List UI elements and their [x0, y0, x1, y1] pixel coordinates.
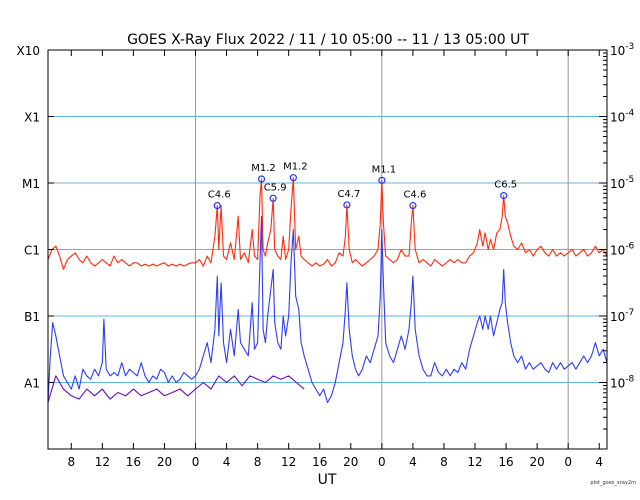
flare-label: C4.7 [337, 189, 360, 200]
class-tick-label: X10 [17, 44, 41, 58]
flare-marker [409, 202, 417, 210]
chart-title: GOES X-Ray Flux 2022 / 11 / 10 05:00 -- … [127, 32, 529, 48]
class-tick-label: B1 [24, 310, 40, 324]
flare-label: M1.2 [251, 163, 276, 174]
x-tick-label: 16 [312, 455, 327, 469]
x-tick-label: 0 [192, 455, 200, 469]
flare-marker [269, 194, 277, 202]
x-tick-label: 8 [67, 455, 75, 469]
flare-marker [343, 201, 351, 209]
flare-marker [500, 192, 508, 200]
flux-tick-label: 10-3 [610, 42, 634, 58]
flare-marker [257, 175, 266, 183]
flare-label: C5.9 [264, 182, 287, 193]
flare-marker [378, 176, 386, 184]
x-tick-label: 20 [343, 455, 358, 469]
x-tick-label: 12 [281, 455, 296, 469]
class-tick-label: X1 [24, 111, 40, 125]
class-tick-label: M1 [22, 177, 40, 191]
x-axis-ticks: 8 12 16 20 0 4 8 12 16 20 0 4 8 12 16 20 0 4 [67, 50, 603, 469]
flux-tick-label: 10-7 [610, 308, 634, 324]
flare-label: M1.2 [283, 162, 308, 173]
series-line-2 [47, 215, 608, 404]
x-tick-label: 4 [409, 455, 417, 469]
right-flux-axis: 10-3 10-4 10-5 10-6 10-7 10-8 [599, 42, 635, 430]
flare-label: C6.5 [494, 180, 517, 191]
class-tick-label: C1 [24, 244, 40, 258]
flux-tick-label: 10-4 [610, 109, 635, 125]
x-tick-label: 12 [95, 455, 110, 469]
x-tick-label: 0 [378, 455, 386, 469]
series-line-3 [47, 375, 305, 403]
plot-credit: plot_goes_xray2m [590, 480, 636, 486]
flux-tick-label: 10-5 [610, 175, 634, 191]
flare-marker [213, 202, 221, 210]
flare-markers: C4.6 M1.2 C5.9 M1.2 C4.7 M1.1 C4.6 C6.5 [208, 162, 517, 210]
class-tick-label: A1 [24, 377, 40, 391]
x-tick-label: 20 [529, 455, 544, 469]
x-axis-title: UT [318, 472, 337, 488]
class-gridlines [48, 116, 607, 383]
flare-marker [289, 174, 297, 182]
series-line-1 [47, 177, 608, 270]
flare-label: C4.6 [208, 190, 231, 201]
flare-label: C4.6 [403, 190, 426, 201]
x-tick-label: 8 [440, 455, 448, 469]
x-tick-label: 8 [254, 455, 262, 469]
left-class-axis: A1 B1 C1 M1 X1 X10 [17, 44, 54, 391]
x-tick-label: 0 [564, 455, 572, 469]
x-tick-label: 20 [157, 455, 172, 469]
x-tick-label: 12 [467, 455, 482, 469]
x-tick-label: 4 [595, 455, 603, 469]
flux-tick-label: 10-8 [610, 375, 635, 391]
x-tick-label: 16 [126, 455, 141, 469]
x-tick-label: 4 [223, 455, 231, 469]
series-lines [47, 177, 608, 404]
flare-label: M1.1 [372, 164, 397, 175]
x-tick-label: 16 [498, 455, 513, 469]
flux-tick-label: 10-6 [610, 242, 635, 258]
